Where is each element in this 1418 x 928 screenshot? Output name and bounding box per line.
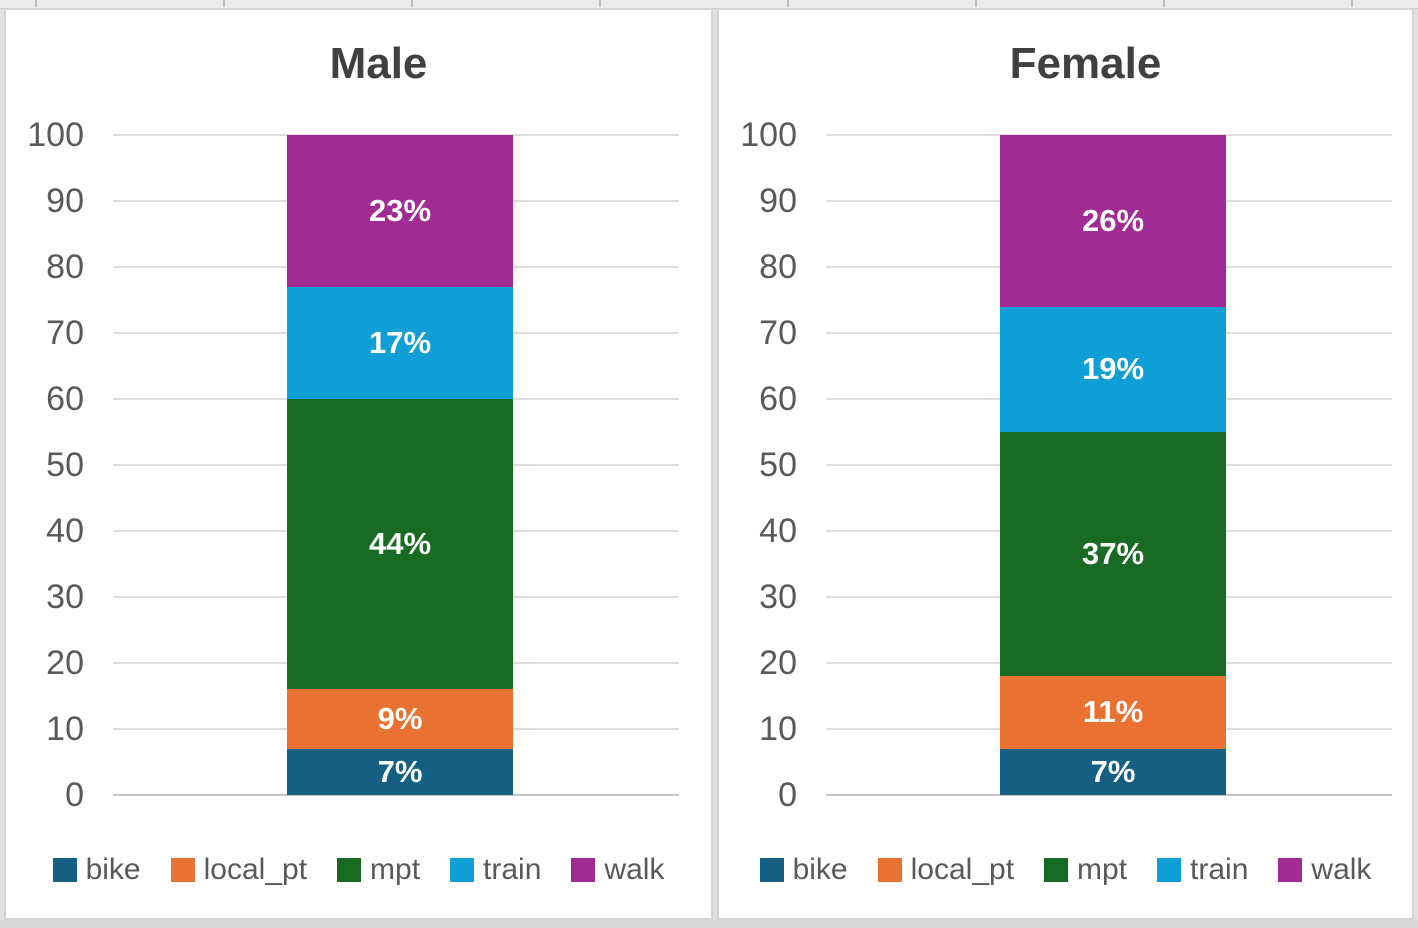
y-axis-tick-label: 60	[759, 380, 797, 418]
legend-item-train[interactable]: train	[450, 853, 541, 887]
y-axis-tick-label: 0	[778, 776, 797, 814]
bar-segment-local_pt[interactable]: 9%	[287, 689, 513, 749]
legend-swatch-icon	[1044, 858, 1069, 882]
stacked-bar: 26% 19% 37% 11% 7%	[1000, 135, 1226, 795]
worksheet-column-tick	[1163, 0, 1165, 7]
legend-swatch-icon	[1157, 858, 1182, 882]
data-label: 19%	[1081, 351, 1145, 387]
y-axis-tick-label: 10	[759, 710, 797, 748]
legend-swatch-icon	[170, 858, 195, 882]
worksheet-column-tick	[599, 0, 601, 7]
y-axis-tick-label: 20	[759, 644, 797, 682]
y-axis-tick-label: 70	[46, 314, 84, 352]
worksheet-column-tick	[411, 0, 413, 7]
legend-item-walk[interactable]: walk	[571, 853, 664, 887]
y-axis-tick-label: 80	[759, 248, 797, 286]
legend-label: walk	[1311, 853, 1372, 886]
bar-segment-train[interactable]: 17%	[287, 286, 513, 399]
legend-item-walk[interactable]: walk	[1278, 853, 1371, 887]
legend-item-mpt[interactable]: mpt	[337, 853, 420, 887]
y-axis-tick-label: 20	[46, 644, 84, 682]
worksheet-column-tick	[787, 0, 789, 7]
data-label: 37%	[1081, 536, 1145, 572]
y-axis-tick-label: 90	[759, 182, 797, 220]
legend-item-bike[interactable]: bike	[52, 853, 141, 887]
legend-label: bike	[792, 853, 848, 886]
y-axis-tick-label: 40	[759, 512, 797, 550]
legend-swatch-icon	[52, 858, 77, 882]
bar-segment-walk[interactable]: 23%	[287, 135, 513, 287]
chart-panel-male[interactable]: Male bike local_pt mpt train walk 0 10 20 30 40 5…	[4, 8, 713, 920]
y-axis-tick-label: 10	[46, 710, 84, 748]
data-label: 7%	[377, 753, 423, 789]
bar-segment-local_pt[interactable]: 11%	[1000, 676, 1226, 749]
legend-label: bike	[85, 853, 141, 886]
worksheet-column-tick	[223, 0, 225, 7]
y-axis-tick-label: 50	[759, 446, 797, 484]
bar-segment-bike[interactable]: 7%	[1000, 748, 1226, 795]
bar-segment-mpt[interactable]: 44%	[287, 398, 513, 690]
legend-label: train	[1190, 853, 1249, 886]
legend-item-train[interactable]: train	[1157, 853, 1248, 887]
y-axis-tick-label: 70	[759, 314, 797, 352]
bar-segment-bike[interactable]: 7%	[287, 748, 513, 795]
x-axis-line	[113, 794, 679, 796]
data-label: 23%	[368, 192, 432, 228]
worksheet-bottom-strip	[0, 920, 1418, 928]
worksheet-column-tick	[975, 0, 977, 7]
legend-swatch-icon	[1278, 858, 1303, 882]
y-axis-tick-label: 50	[46, 446, 84, 484]
data-label: 7%	[1090, 753, 1136, 789]
legend-swatch-icon	[877, 858, 902, 882]
data-label: 9%	[377, 701, 423, 737]
chart-panel-female[interactable]: Female bike local_pt mpt train walk 0 10 20 30 4…	[717, 8, 1414, 920]
y-axis-tick-label: 60	[46, 380, 84, 418]
legend: bike local_pt mpt train walk	[6, 852, 711, 888]
y-axis-tick-label: 40	[46, 512, 84, 550]
y-axis-tick-label: 80	[46, 248, 84, 286]
stacked-bar: 23% 17% 44% 9% 7%	[287, 135, 513, 795]
bar-segment-mpt[interactable]: 37%	[1000, 431, 1226, 677]
y-axis-tick-label: 30	[759, 578, 797, 616]
worksheet-column-tick	[1351, 0, 1353, 7]
legend: bike local_pt mpt train walk	[719, 852, 1412, 888]
data-label: 17%	[368, 324, 432, 360]
bar-segment-walk[interactable]: 26%	[1000, 135, 1226, 307]
legend-swatch-icon	[759, 858, 784, 882]
legend-item-bike[interactable]: bike	[759, 853, 848, 887]
worksheet-column-tick	[35, 0, 37, 7]
y-axis-tick-label: 0	[65, 776, 84, 814]
bar-segment-train[interactable]: 19%	[1000, 306, 1226, 432]
y-axis-tick-label: 30	[46, 578, 84, 616]
legend-item-mpt[interactable]: mpt	[1044, 853, 1127, 887]
legend-label: mpt	[370, 853, 421, 886]
data-label: 11%	[1082, 694, 1144, 730]
legend-swatch-icon	[571, 858, 596, 882]
legend-label: mpt	[1077, 853, 1128, 886]
y-axis-tick-label: 100	[27, 116, 84, 154]
x-axis-line	[826, 794, 1392, 796]
legend-label: local_pt	[910, 853, 1015, 886]
legend-label: local_pt	[203, 853, 308, 886]
legend-swatch-icon	[450, 858, 475, 882]
legend-item-local_pt[interactable]: local_pt	[170, 853, 308, 887]
y-axis-tick-label: 90	[46, 182, 84, 220]
legend-label: train	[483, 853, 542, 886]
legend-item-local_pt[interactable]: local_pt	[877, 853, 1015, 887]
legend-label: walk	[604, 853, 665, 886]
data-label: 26%	[1081, 202, 1145, 238]
chart-title: Female	[1009, 39, 1162, 88]
y-axis-tick-label: 100	[740, 116, 797, 154]
legend-swatch-icon	[337, 858, 362, 882]
data-label: 44%	[368, 526, 432, 562]
chart-title: Male	[329, 39, 428, 88]
